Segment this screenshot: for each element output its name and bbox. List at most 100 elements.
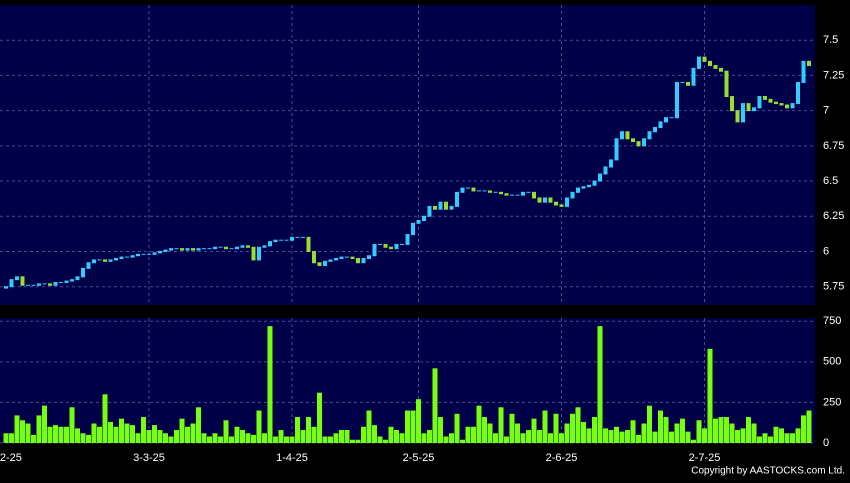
candle-body bbox=[603, 166, 608, 175]
candle-body bbox=[394, 243, 399, 250]
volume-bar bbox=[416, 399, 421, 443]
volume-bar bbox=[344, 430, 350, 443]
volume-bar bbox=[146, 430, 152, 443]
volume-bar bbox=[240, 430, 245, 443]
volume-bar bbox=[207, 436, 212, 443]
candle-body bbox=[20, 276, 25, 286]
volume-bar bbox=[119, 418, 124, 443]
volume-bar bbox=[36, 415, 42, 443]
candle-body bbox=[779, 103, 784, 106]
candle-body bbox=[26, 284, 30, 286]
volume-bar bbox=[75, 428, 80, 443]
candle-body bbox=[411, 222, 415, 236]
candle-body bbox=[565, 197, 569, 207]
volume-bar bbox=[806, 410, 812, 443]
volume-bar bbox=[394, 430, 399, 443]
volume-bar bbox=[592, 417, 597, 443]
candle-body bbox=[262, 245, 267, 248]
volume-bar bbox=[575, 407, 581, 443]
candle-body bbox=[647, 131, 652, 140]
volume-bar bbox=[564, 423, 570, 443]
volume-bar bbox=[311, 426, 317, 443]
candle-body bbox=[53, 281, 58, 286]
x-tick-label: 3-3-25 bbox=[133, 452, 165, 464]
candle-body bbox=[97, 259, 102, 261]
volume-tick-label: 0 bbox=[823, 437, 829, 449]
x-tick-label: 2-5-25 bbox=[403, 452, 435, 464]
volume-bar bbox=[465, 426, 471, 443]
volume-bar bbox=[608, 430, 614, 443]
candle-body bbox=[218, 246, 223, 248]
candle-body bbox=[191, 248, 195, 251]
volume-bar bbox=[218, 436, 223, 443]
candle-body bbox=[774, 101, 778, 105]
candle-body bbox=[9, 279, 14, 288]
candle-body bbox=[163, 249, 168, 252]
candle-body bbox=[37, 283, 41, 286]
candle-body bbox=[306, 236, 311, 252]
candle-body bbox=[246, 245, 250, 248]
volume-bar bbox=[361, 426, 366, 443]
candle-body bbox=[515, 194, 520, 196]
candle-body bbox=[587, 184, 591, 188]
candle-body bbox=[323, 260, 327, 267]
candle-body bbox=[460, 187, 465, 193]
y-tick-label: 7 bbox=[823, 105, 829, 117]
volume-bar bbox=[729, 423, 735, 443]
candle-body bbox=[735, 110, 740, 123]
candle-body bbox=[202, 248, 206, 250]
volume-bar bbox=[152, 425, 157, 443]
candle-body bbox=[609, 159, 613, 168]
volume-bar bbox=[751, 423, 757, 443]
volume-bar bbox=[498, 407, 504, 443]
volume-bar bbox=[630, 420, 636, 443]
x-tick-label: 1-4-25 bbox=[276, 452, 308, 464]
candle-body bbox=[724, 70, 729, 98]
volume-bar bbox=[801, 415, 806, 443]
candle-body bbox=[416, 219, 421, 224]
candle-body bbox=[763, 96, 767, 100]
volume-bar bbox=[619, 431, 625, 443]
volume-bar bbox=[636, 434, 641, 443]
volume-bar bbox=[196, 407, 201, 443]
candle-body bbox=[785, 104, 789, 109]
volume-bar bbox=[476, 405, 482, 443]
candle-body bbox=[213, 246, 217, 250]
volume-bar bbox=[267, 326, 273, 443]
y-tick-label: 5.75 bbox=[823, 281, 844, 293]
candle-body bbox=[433, 205, 437, 210]
volume-bar bbox=[603, 428, 608, 443]
volume-bar bbox=[669, 431, 674, 443]
candle-body bbox=[482, 190, 487, 192]
volume-bar bbox=[350, 439, 355, 443]
candle-body bbox=[581, 186, 586, 189]
candle-body bbox=[125, 256, 129, 258]
volume-bar bbox=[718, 417, 724, 443]
volume-bar bbox=[20, 420, 25, 443]
x-tick-label: 2-7-25 bbox=[689, 452, 721, 464]
candle-body bbox=[130, 255, 135, 258]
volume-bar bbox=[355, 439, 361, 443]
candle-body bbox=[224, 246, 228, 250]
volume-bar bbox=[295, 417, 300, 443]
candle-body bbox=[268, 241, 272, 247]
volume-bar bbox=[427, 430, 432, 443]
volume-bar bbox=[102, 394, 108, 443]
candle-body bbox=[746, 103, 751, 112]
volume-bar bbox=[702, 428, 707, 443]
candle-body bbox=[59, 281, 63, 283]
volume-bar bbox=[581, 421, 586, 443]
y-tick-label: 6.5 bbox=[823, 175, 838, 187]
volume-bar bbox=[273, 436, 278, 443]
candle-body bbox=[378, 243, 382, 245]
candle-body bbox=[614, 138, 619, 161]
candle-body bbox=[400, 243, 404, 245]
volume-tick-label: 500 bbox=[823, 356, 841, 368]
candle-body bbox=[361, 258, 366, 264]
volume-bar bbox=[740, 428, 746, 443]
candle-body bbox=[158, 250, 162, 254]
volume-bar bbox=[784, 433, 790, 443]
candle-body bbox=[290, 236, 294, 241]
volume-bar bbox=[383, 439, 388, 443]
candle-body bbox=[636, 141, 641, 147]
